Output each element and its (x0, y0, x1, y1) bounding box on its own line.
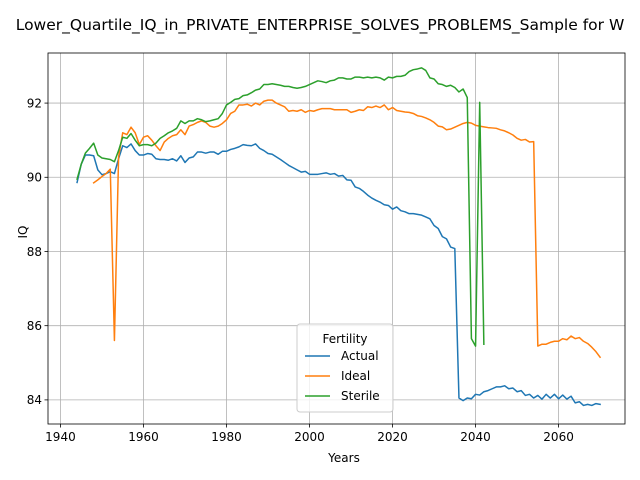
plot-frame (47, 52, 626, 425)
series-line-sterile (76, 67, 485, 347)
series-line-ideal (92, 99, 602, 359)
legend: Fertility Actual Ideal Sterile (296, 323, 394, 413)
series-layer (76, 67, 602, 407)
x-tick-label: 2060 (543, 430, 574, 444)
y-tick-label: 84 (27, 393, 42, 407)
series-line-actual (76, 143, 601, 407)
legend-title: Fertility (322, 332, 367, 346)
chart-title: Lower_Quartile_IQ_in_PRIVATE_ENTERPRISE_… (16, 16, 625, 35)
y-tick-label: 88 (27, 245, 42, 259)
legend-label-actual: Actual (341, 349, 379, 363)
legend-box (296, 323, 394, 413)
x-axis-label: Years (327, 451, 360, 465)
x-tick-label: 2000 (294, 430, 325, 444)
x-tick-label: 2040 (460, 430, 491, 444)
y-tick-label: 90 (27, 171, 42, 185)
legend-label-ideal: Ideal (341, 369, 370, 383)
y-axis-label: IQ (16, 226, 30, 239)
axis-ticks: 1940 1960 1980 2000 2020 2040 2060 84 86 88 90 92 (27, 96, 574, 444)
grid-lines (48, 53, 625, 424)
legend-items: Actual Ideal Sterile (305, 349, 380, 403)
x-tick-label: 2020 (377, 430, 408, 444)
x-tick-label: 1980 (211, 430, 242, 444)
x-tick-label: 1960 (128, 430, 159, 444)
x-tick-label: 1940 (45, 430, 76, 444)
y-tick-label: 92 (27, 96, 42, 110)
legend-label-sterile: Sterile (341, 389, 380, 403)
y-tick-label: 86 (27, 319, 42, 333)
